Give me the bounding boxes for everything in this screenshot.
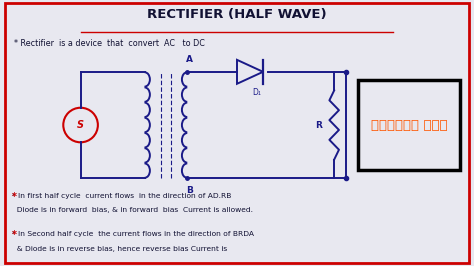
Text: A: A xyxy=(186,55,193,64)
Text: Diode is in forward  bias, & in forward  bias  Current is allowed.: Diode is in forward bias, & in forward b… xyxy=(12,207,253,213)
Text: B: B xyxy=(186,186,193,195)
Text: S: S xyxy=(77,120,84,130)
Text: R: R xyxy=(315,120,322,130)
Text: & Diode is in reverse bias, hence reverse bias Current is: & Diode is in reverse bias, hence revers… xyxy=(12,246,227,252)
Text: తెలుగు లో౭: తెలుగు లో౭ xyxy=(371,119,447,131)
Text: *: * xyxy=(12,192,17,202)
Text: * Rectifier  is a device  that  convert  AC   to DC: * Rectifier is a device that convert AC … xyxy=(14,39,205,48)
FancyBboxPatch shape xyxy=(358,80,460,170)
Text: * In Second half cycle  the current flows in the direction of BRDA: * In Second half cycle the current flows… xyxy=(12,231,254,238)
Text: D₁: D₁ xyxy=(253,88,262,97)
Text: RECTIFIER (HALF WAVE): RECTIFIER (HALF WAVE) xyxy=(147,8,327,21)
Text: * In first half cycle  current flows  in the direction of AD.RB: * In first half cycle current flows in t… xyxy=(12,193,231,199)
Text: *: * xyxy=(12,230,17,240)
